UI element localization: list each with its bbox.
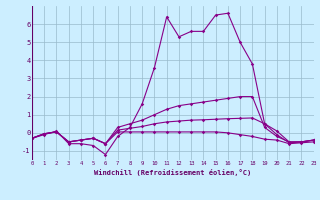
X-axis label: Windchill (Refroidissement éolien,°C): Windchill (Refroidissement éolien,°C) bbox=[94, 169, 252, 176]
